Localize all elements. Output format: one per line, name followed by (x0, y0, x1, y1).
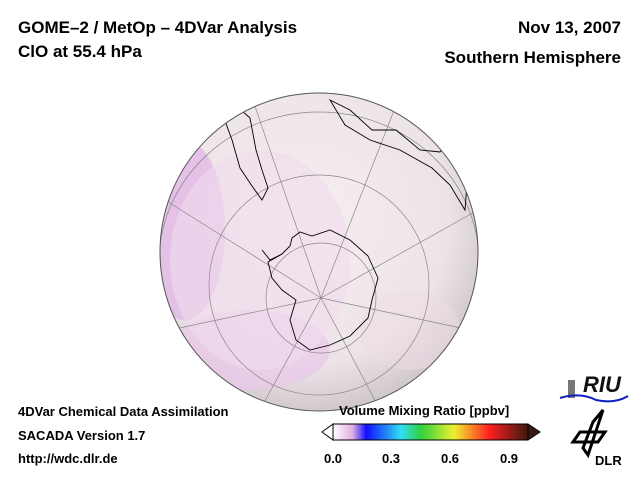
colorbar-under-arrow (321, 423, 334, 441)
dlr-logo-text: DLR (595, 453, 622, 468)
riu-logo-text: RIU (583, 372, 621, 397)
footer-line-2: SACADA Version 1.7 (18, 428, 146, 443)
footer-url: http://wdc.dlr.de (18, 451, 118, 466)
graticule (160, 93, 478, 411)
colorbar-title: Volume Mixing Ratio [ppbv] (339, 403, 510, 418)
colorbar-tick: 0.3 (381, 451, 401, 466)
colorbar-tick: 0.0 (323, 451, 343, 466)
globe-outline (159, 92, 479, 412)
date-label: Nov 13, 2007 (517, 18, 621, 37)
footer-line-1: 4DVar Chemical Data Assimilation (18, 404, 229, 419)
colorbar-tick: 0.9 (499, 451, 519, 466)
riu-logo (559, 380, 629, 403)
dlr-logo (570, 409, 608, 459)
colorbar-over-arrow (527, 423, 541, 441)
south-america (223, 99, 269, 201)
hemisphere-label: Southern Hemisphere (444, 48, 621, 67)
australia-coast (179, 379, 216, 389)
title-line-2: ClO at 55.4 hPa (18, 42, 142, 61)
title-line-1: GOME–2 / MetOp – 4DVar Analysis (18, 18, 298, 37)
antarctica (267, 229, 379, 351)
colorbar (332, 423, 529, 441)
colorbar-tick: 0.6 (440, 451, 460, 466)
